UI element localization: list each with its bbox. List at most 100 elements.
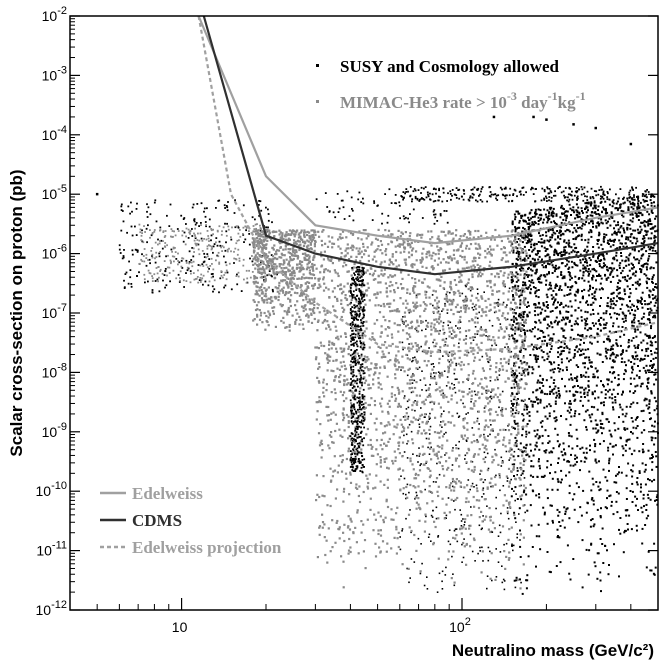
mimac-rate-point <box>480 341 483 344</box>
susy-allowed-point <box>632 272 635 275</box>
susy-allowed-point <box>575 377 578 380</box>
susy-allowed-point <box>639 300 642 303</box>
susy-allowed-point <box>647 191 650 193</box>
susy-allowed-point <box>546 551 549 553</box>
mimac-rate-point <box>346 270 349 273</box>
susy-allowed-point <box>513 374 516 377</box>
susy-allowed-point <box>610 504 613 507</box>
mimac-rate-point <box>442 308 445 311</box>
susy-allowed-point <box>531 186 533 189</box>
susy-allowed-point <box>556 230 559 232</box>
mimac-rate-point <box>423 403 426 406</box>
susy-allowed-point <box>610 303 613 306</box>
mimac-rate-point <box>492 388 495 391</box>
susy-allowed-point <box>539 345 542 348</box>
mimac-rate-point <box>436 245 439 248</box>
susy-allowed-point <box>625 440 628 443</box>
susy-allowed-point <box>454 528 457 530</box>
susy-allowed-point <box>530 400 533 403</box>
mimac-rate-point <box>332 305 335 308</box>
susy-allowed-point <box>599 442 602 445</box>
susy-allowed-point <box>514 228 517 231</box>
susy-allowed-point <box>561 207 564 210</box>
susy-allowed-point <box>640 296 643 299</box>
susy-allowed-point <box>534 212 536 215</box>
susy-allowed-point <box>490 193 493 196</box>
mimac-rate-point <box>479 271 482 274</box>
susy-allowed-point <box>564 385 566 388</box>
mimac-rate-point <box>345 397 348 400</box>
mimac-rate-point <box>420 413 424 416</box>
susy-allowed-point <box>605 312 608 315</box>
mimac-rate-point <box>464 310 467 314</box>
susy-allowed-point <box>480 190 482 193</box>
mimac-rate-point <box>463 267 466 270</box>
susy-allowed-point <box>566 544 569 547</box>
susy-allowed-point <box>616 392 619 395</box>
susy-allowed-point <box>548 212 550 215</box>
susy-allowed-point <box>523 460 526 463</box>
susy-allowed-point <box>653 240 656 243</box>
susy-allowed-point <box>633 194 635 196</box>
susy-allowed-point <box>566 199 568 202</box>
mimac-rate-point <box>384 328 387 331</box>
susy-allowed-point <box>425 196 428 199</box>
mimac-rate-point <box>415 360 418 363</box>
susy-allowed-point <box>516 374 519 377</box>
mimac-rate-point <box>462 526 465 529</box>
mimac-rate-point <box>268 231 271 235</box>
susy-allowed-point <box>592 222 594 225</box>
susy-allowed-point <box>439 329 441 332</box>
susy-allowed-point <box>534 222 537 225</box>
susy-allowed-point <box>435 517 438 520</box>
susy-allowed-point <box>583 460 586 463</box>
susy-allowed-point <box>529 443 532 446</box>
susy-allowed-point <box>551 264 554 267</box>
mimac-rate-point <box>269 301 272 304</box>
mimac-rate-point <box>399 418 402 421</box>
susy-allowed-point <box>518 328 520 331</box>
susy-allowed-point <box>563 253 566 256</box>
susy-allowed-point <box>638 472 641 474</box>
mimac-rate-point <box>458 338 461 341</box>
susy-allowed-point <box>564 230 567 233</box>
susy-allowed-point <box>544 309 547 312</box>
susy-allowed-point <box>576 210 579 213</box>
mimac-rate-point <box>424 293 427 296</box>
mimac-rate-point <box>305 288 308 291</box>
susy-allowed-point <box>421 562 423 565</box>
mimac-rate-point <box>519 251 522 254</box>
susy-allowed-point <box>654 368 657 371</box>
susy-allowed-point <box>465 335 468 337</box>
mimac-rate-point <box>396 323 399 327</box>
mimac-rate-point <box>316 376 319 379</box>
susy-allowed-point <box>632 229 635 232</box>
susy-allowed-point <box>580 376 583 378</box>
susy-allowed-point <box>599 305 601 307</box>
susy-allowed-point <box>519 442 522 445</box>
susy-allowed-point <box>615 330 618 333</box>
susy-allowed-point <box>563 448 565 451</box>
susy-allowed-point <box>545 195 547 198</box>
mimac-rate-point <box>354 417 357 420</box>
susy-allowed-point <box>574 264 577 267</box>
susy-allowed-point <box>500 456 503 459</box>
susy-allowed-point <box>616 295 619 298</box>
susy-allowed-point <box>554 471 557 474</box>
susy-allowed-point <box>224 249 227 252</box>
mimac-rate-point <box>485 390 488 394</box>
susy-allowed-point <box>554 267 557 269</box>
susy-allowed-point <box>535 346 538 349</box>
susy-allowed-point <box>515 402 518 405</box>
mimac-rate-point <box>278 229 281 232</box>
susy-allowed-point <box>523 361 526 364</box>
susy-allowed-point <box>499 489 501 492</box>
susy-allowed-point <box>597 205 600 208</box>
mimac-rate-point <box>285 292 288 295</box>
susy-allowed-point <box>573 377 576 380</box>
susy-allowed-point <box>594 367 597 370</box>
susy-allowed-point <box>597 213 600 215</box>
mimac-rate-point <box>459 254 462 257</box>
susy-allowed-point <box>570 453 572 456</box>
susy-allowed-point <box>585 371 588 374</box>
